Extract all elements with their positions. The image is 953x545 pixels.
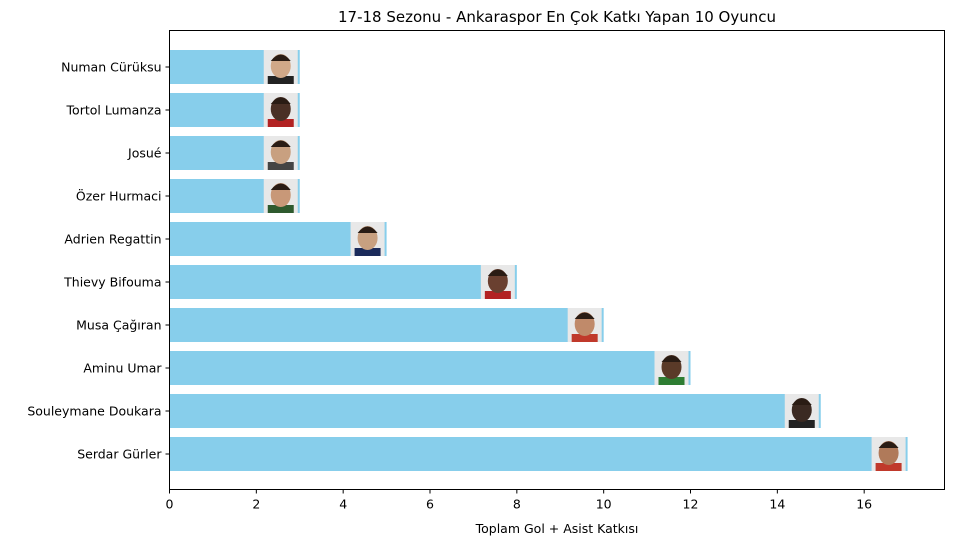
y-tick-label: Souleymane Doukara — [27, 404, 161, 419]
x-tick-label: 10 — [596, 497, 612, 512]
y-tick-label: Josué — [127, 146, 162, 161]
x-tick-label: 2 — [252, 497, 260, 512]
y-tick-label: Adrien Regattin — [64, 232, 161, 247]
y-tick-label: Özer Hurmaci — [76, 188, 162, 204]
player-photo — [480, 265, 515, 299]
player-photo — [263, 50, 298, 84]
x-tick-label: 4 — [339, 497, 347, 512]
player-photo — [784, 394, 819, 428]
bar — [169, 437, 908, 471]
x-tick-label: 12 — [683, 497, 699, 512]
player-photo — [263, 136, 298, 170]
x-tick-label: 14 — [769, 497, 785, 512]
y-tick-label: Thievy Bifouma — [63, 275, 161, 290]
x-tick-label: 16 — [856, 497, 872, 512]
bar — [169, 222, 387, 256]
player-photo — [263, 179, 298, 213]
y-tick-label: Numan Cürüksu — [61, 60, 161, 75]
y-tick-label: Serdar Gürler — [77, 447, 162, 462]
y-tick-label: Tortol Lumanza — [66, 103, 162, 118]
player-photo — [871, 437, 906, 471]
player-photo — [350, 222, 385, 256]
player-photo — [263, 93, 298, 127]
photos-layer — [263, 50, 906, 471]
bars-layer — [169, 50, 908, 471]
bar — [169, 308, 604, 342]
chart-title: 17-18 Sezonu - Ankaraspor En Çok Katkı Y… — [338, 8, 776, 26]
y-tick-label: Musa Çağıran — [76, 318, 161, 333]
x-tick-label: 0 — [166, 497, 174, 512]
plot-frame — [169, 30, 945, 490]
y-tick-label: Aminu Umar — [83, 361, 162, 376]
x-tick-label: 6 — [426, 497, 434, 512]
bar — [169, 394, 821, 428]
x-tick-label: 8 — [513, 497, 521, 512]
bar — [169, 351, 691, 385]
player-photo — [567, 308, 602, 342]
x-axis-label: Toplam Gol + Asist Katkısı — [475, 521, 639, 536]
player-photo — [654, 351, 689, 385]
x-axis: 0 2 4 6 8 10 12 14 16 — [166, 489, 872, 512]
y-axis: Serdar Gürler Souleymane Doukara Aminu Uma… — [27, 60, 170, 462]
bar — [169, 265, 517, 299]
